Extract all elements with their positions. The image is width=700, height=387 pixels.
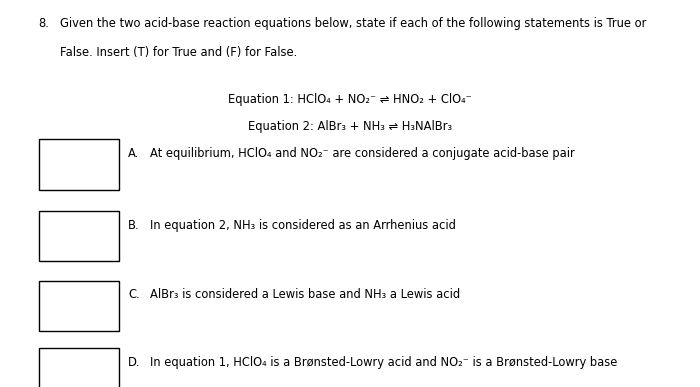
Text: At equilibrium, HClO₄ and NO₂⁻ are considered a conjugate acid-base pair: At equilibrium, HClO₄ and NO₂⁻ are consi…	[150, 147, 575, 160]
Bar	[38, 348, 119, 387]
Text: Equation 1: HClO₄ + NO₂⁻ ⇌ HNO₂ + ClO₄⁻: Equation 1: HClO₄ + NO₂⁻ ⇌ HNO₂ + ClO₄⁻	[228, 93, 472, 106]
Text: False. Insert (T) for True and (F) for False.: False. Insert (T) for True and (F) for F…	[60, 46, 297, 60]
Text: D.: D.	[128, 356, 141, 369]
Text: AlBr₃ is considered a Lewis base and NH₃ a Lewis acid: AlBr₃ is considered a Lewis base and NH₃…	[150, 288, 461, 301]
Text: In equation 1, HClO₄ is a Brønsted-Lowry acid and NO₂⁻ is a Brønsted-Lowry base: In equation 1, HClO₄ is a Brønsted-Lowry…	[150, 356, 618, 369]
Bar	[38, 211, 119, 261]
Text: A.: A.	[128, 147, 139, 160]
Text: B.: B.	[128, 219, 140, 232]
Text: In equation 2, NH₃ is considered as an Arrhenius acid: In equation 2, NH₃ is considered as an A…	[150, 219, 456, 232]
Bar	[38, 281, 119, 331]
Bar	[38, 139, 119, 190]
Text: 8.: 8.	[38, 17, 50, 31]
Text: C.: C.	[128, 288, 140, 301]
Text: Given the two acid-base reaction equations below, state if each of the following: Given the two acid-base reaction equatio…	[60, 17, 646, 31]
Text: Equation 2: AlBr₃ + NH₃ ⇌ H₃NAlBr₃: Equation 2: AlBr₃ + NH₃ ⇌ H₃NAlBr₃	[248, 120, 452, 133]
